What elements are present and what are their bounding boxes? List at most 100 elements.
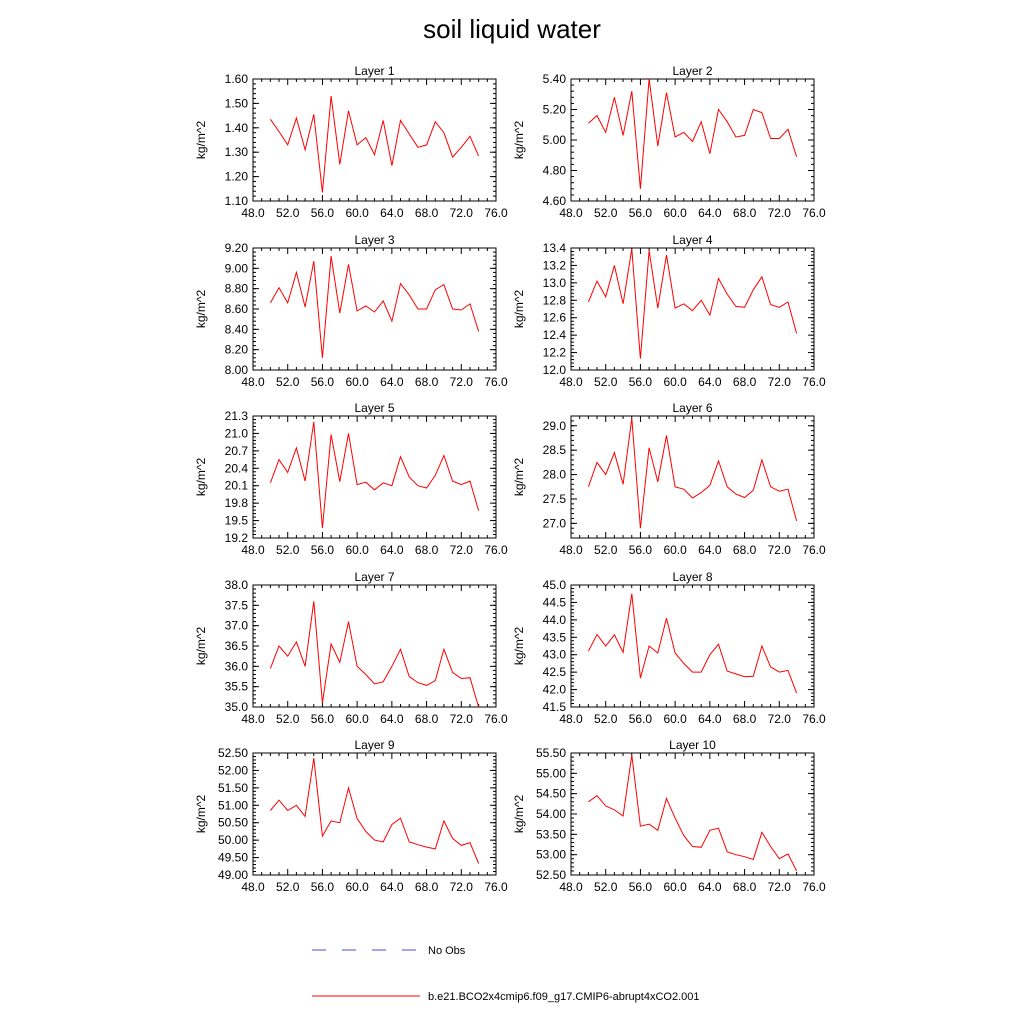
y-tick-label: 1.10 bbox=[225, 194, 249, 208]
y-tick-label: 20.1 bbox=[225, 479, 249, 493]
x-tick-label: 64.0 bbox=[698, 543, 722, 557]
panel-title: Layer 3 bbox=[354, 233, 394, 247]
x-tick-label: 76.0 bbox=[802, 712, 826, 726]
y-tick-label: 43.0 bbox=[543, 648, 567, 662]
y-tick-label: 44.0 bbox=[543, 613, 567, 627]
x-tick-label: 76.0 bbox=[484, 206, 508, 220]
y-tick-label: 9.20 bbox=[225, 241, 249, 255]
y-tick-label: 1.60 bbox=[225, 72, 249, 86]
y-tick-label: 1.20 bbox=[225, 170, 249, 184]
y-tick-label: 44.5 bbox=[543, 595, 567, 609]
x-tick-label: 68.0 bbox=[415, 206, 439, 220]
y-tick-label: 35.5 bbox=[225, 680, 249, 694]
series-line bbox=[269, 96, 480, 193]
y-tick-label: 5.40 bbox=[543, 72, 567, 86]
y-tick-label: 12.6 bbox=[543, 311, 567, 325]
panels: Layer 1 48.0 52.0 56.0 60.0 64.0 68.0 72.0 76.0 1… bbox=[194, 64, 826, 894]
y-tick-label: 50.00 bbox=[218, 833, 248, 847]
x-tick-label: 64.0 bbox=[380, 880, 404, 894]
x-tick-label: 56.0 bbox=[629, 375, 653, 389]
x-tick-label: 72.0 bbox=[768, 712, 792, 726]
x-tick-label: 76.0 bbox=[802, 543, 826, 557]
y-tick-label: 51.50 bbox=[218, 781, 248, 795]
panel-title: Layer 6 bbox=[672, 401, 712, 415]
x-tick-label: 60.0 bbox=[345, 880, 369, 894]
y-tick-label: 37.5 bbox=[225, 598, 249, 612]
x-tick-label: 56.0 bbox=[311, 543, 335, 557]
x-tick-label: 56.0 bbox=[629, 712, 653, 726]
plot-frame bbox=[570, 415, 815, 539]
y-tick-label: 8.60 bbox=[225, 302, 249, 316]
series-line bbox=[269, 421, 480, 529]
panel-title: Layer 10 bbox=[669, 738, 716, 752]
x-tick-label: 72.0 bbox=[450, 880, 474, 894]
y-tick-label: 1.40 bbox=[225, 121, 249, 135]
y-tick-label: 20.4 bbox=[225, 461, 249, 475]
x-tick-label: 68.0 bbox=[733, 206, 757, 220]
y-tick-label: 51.00 bbox=[218, 798, 248, 812]
y-tick-label: 13.0 bbox=[543, 276, 567, 290]
y-tick-label: 19.2 bbox=[225, 531, 249, 545]
x-tick-label: 76.0 bbox=[484, 375, 508, 389]
x-tick-label: 48.0 bbox=[559, 880, 583, 894]
x-tick-label: 52.0 bbox=[594, 375, 618, 389]
x-tick-label: 60.0 bbox=[345, 712, 369, 726]
y-tick-label: 28.5 bbox=[543, 443, 567, 457]
series-line bbox=[588, 754, 798, 872]
y-tick-label: 37.0 bbox=[225, 619, 249, 633]
x-tick-label: 52.0 bbox=[594, 880, 618, 894]
y-tick-label: 19.5 bbox=[225, 514, 249, 528]
y-tick-label: 54.00 bbox=[536, 807, 566, 821]
series-line bbox=[269, 601, 480, 708]
x-tick-label: 60.0 bbox=[345, 543, 369, 557]
x-tick-label: 64.0 bbox=[698, 712, 722, 726]
y-tick-label: 5.20 bbox=[543, 103, 567, 117]
panel-2: Layer 2 48.0 52.0 56.0 60.0 64.0 68.0 72.0 76.0 4… bbox=[512, 64, 826, 220]
x-tick-label: 60.0 bbox=[663, 712, 687, 726]
y-axis-label: kg/m^2 bbox=[512, 795, 526, 834]
series-line bbox=[588, 78, 798, 189]
panel-title: Layer 4 bbox=[672, 233, 712, 247]
y-tick-label: 8.40 bbox=[225, 322, 249, 336]
y-tick-label: 8.20 bbox=[225, 343, 249, 357]
x-tick-label: 64.0 bbox=[698, 880, 722, 894]
panel-8: Layer 8 48.0 52.0 56.0 60.0 64.0 68.0 72.0 76.0 4… bbox=[512, 570, 826, 726]
panel-title: Layer 1 bbox=[354, 64, 394, 78]
y-tick-label: 12.2 bbox=[543, 346, 567, 360]
y-axis-label: kg/m^2 bbox=[512, 627, 526, 666]
y-tick-label: 8.80 bbox=[225, 282, 249, 296]
y-tick-label: 27.5 bbox=[543, 492, 567, 506]
y-tick-label: 20.7 bbox=[225, 444, 249, 458]
y-axis-label: kg/m^2 bbox=[512, 290, 526, 329]
x-tick-label: 64.0 bbox=[698, 206, 722, 220]
y-tick-label: 27.0 bbox=[543, 516, 567, 530]
x-tick-label: 52.0 bbox=[276, 206, 300, 220]
y-axis-label: kg/m^2 bbox=[194, 627, 208, 666]
y-tick-label: 35.0 bbox=[225, 700, 249, 714]
x-tick-label: 72.0 bbox=[768, 880, 792, 894]
x-tick-label: 48.0 bbox=[241, 712, 265, 726]
y-tick-label: 54.50 bbox=[536, 787, 566, 801]
panel-7: Layer 7 48.0 52.0 56.0 60.0 64.0 68.0 72.0 76.0 3… bbox=[194, 570, 508, 726]
y-tick-label: 43.5 bbox=[543, 630, 567, 644]
y-tick-label: 55.50 bbox=[536, 746, 566, 760]
plot-frame bbox=[252, 584, 497, 708]
x-tick-label: 72.0 bbox=[450, 375, 474, 389]
y-tick-label: 49.00 bbox=[218, 868, 248, 882]
x-tick-label: 52.0 bbox=[276, 375, 300, 389]
x-tick-label: 68.0 bbox=[415, 712, 439, 726]
x-tick-label: 60.0 bbox=[663, 206, 687, 220]
plot-frame bbox=[570, 584, 815, 708]
x-tick-label: 52.0 bbox=[594, 543, 618, 557]
plot-frame bbox=[570, 78, 815, 202]
x-tick-label: 60.0 bbox=[663, 375, 687, 389]
series-line bbox=[587, 418, 798, 529]
x-tick-label: 56.0 bbox=[311, 206, 335, 220]
y-tick-label: 42.0 bbox=[543, 683, 567, 697]
panel-6: Layer 6 48.0 52.0 56.0 60.0 64.0 68.0 72.0 76.0 2… bbox=[512, 401, 826, 557]
y-tick-label: 29.0 bbox=[543, 419, 567, 433]
y-tick-label: 52.50 bbox=[536, 868, 566, 882]
panel-5: Layer 5 48.0 52.0 56.0 60.0 64.0 68.0 72.0 76.0 1… bbox=[194, 401, 508, 557]
x-tick-label: 68.0 bbox=[733, 375, 757, 389]
y-axis-label: kg/m^2 bbox=[194, 795, 208, 834]
